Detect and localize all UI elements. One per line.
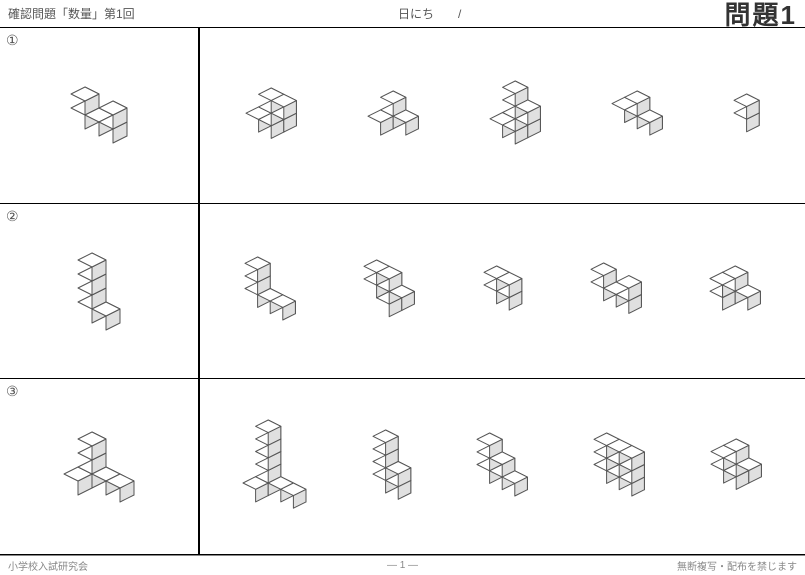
option-figure	[476, 432, 528, 502]
cube-figure	[244, 256, 296, 321]
options-cell	[200, 379, 805, 554]
option-figure	[244, 256, 296, 326]
target-cell	[0, 28, 200, 203]
footer-left: 小学校入試研究会	[8, 558, 271, 573]
problem-row: ③	[0, 379, 805, 555]
problem-row: ①	[0, 28, 805, 204]
cube-figure	[363, 259, 415, 318]
option-figure	[710, 438, 762, 495]
worksheet-footer: 小学校入試研究会 — 1 — 無断複写・配布を禁じます	[0, 555, 805, 575]
option-figure	[593, 432, 645, 502]
cube-figure	[245, 87, 297, 139]
cube-figure	[372, 429, 412, 500]
worksheet-header: 確認問題「数量」第1回 日にち / 問題1	[0, 0, 805, 28]
cube-figure	[367, 90, 419, 136]
option-figure	[363, 259, 415, 323]
header-left: 確認問題「数量」第1回	[8, 5, 135, 22]
option-figure	[489, 80, 541, 150]
options-cell	[200, 28, 805, 203]
option-figure	[242, 419, 307, 514]
option-figure	[245, 87, 297, 144]
cube-figure	[593, 432, 645, 497]
cube-figure	[611, 90, 663, 136]
cube-figure	[483, 265, 523, 311]
cube-figure	[63, 431, 135, 503]
cube-figure	[710, 438, 762, 490]
option-figure	[733, 93, 760, 138]
option-figure	[709, 265, 761, 316]
footer-right: 無断複写・配布を禁じます	[534, 558, 797, 573]
cube-figure	[709, 265, 761, 311]
cube-figure	[476, 432, 528, 497]
target-cell	[0, 379, 200, 554]
cube-figure	[242, 419, 307, 509]
option-figure	[367, 90, 419, 141]
footer-center: — 1 —	[271, 560, 534, 571]
option-figure	[590, 262, 642, 319]
header-date: 日にち /	[135, 5, 725, 22]
target-cell	[0, 204, 200, 379]
problem-row: ②	[0, 204, 805, 380]
option-figure	[372, 429, 412, 505]
option-figure	[483, 265, 523, 316]
cube-figure	[70, 86, 128, 144]
option-figure	[611, 90, 663, 141]
options-cell	[200, 204, 805, 379]
cube-figure	[489, 80, 541, 145]
cube-figure	[77, 252, 121, 331]
problem-grid: ①②③	[0, 28, 805, 555]
cube-figure	[590, 262, 642, 314]
cube-figure	[733, 93, 760, 133]
